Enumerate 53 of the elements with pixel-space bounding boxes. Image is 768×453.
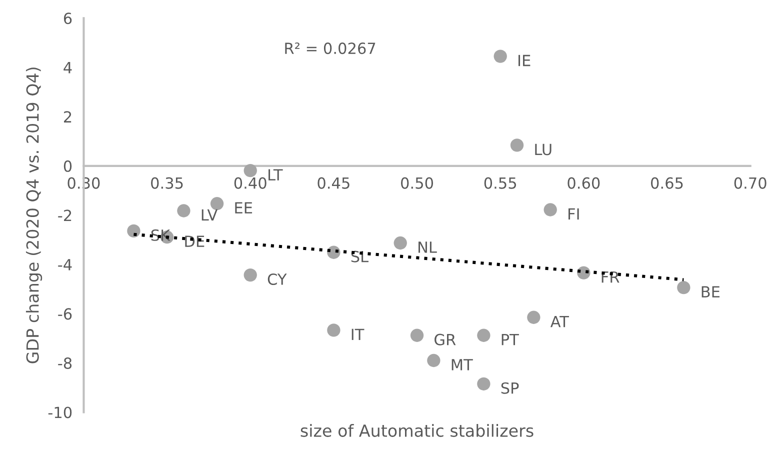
x-tick-label: 0.65 <box>651 177 683 189</box>
point <box>327 324 340 337</box>
y-tick-label: -4 <box>58 259 72 270</box>
annotation: DE <box>185 236 204 247</box>
point <box>510 138 524 152</box>
annotation: IE <box>518 54 530 66</box>
x-tick-label: 0.40 <box>234 177 266 189</box>
x-tick-label: 0.35 <box>151 177 183 189</box>
annotation: PT <box>502 334 519 346</box>
annotation: MT <box>452 359 473 370</box>
annotation: GR <box>434 334 456 346</box>
point <box>427 354 440 368</box>
point <box>244 164 257 178</box>
annotation: LT <box>268 169 283 180</box>
y-tick-label: -8 <box>58 357 72 369</box>
annotation: CY <box>268 273 287 286</box>
y-tick-label: -2 <box>58 210 72 221</box>
x-axis-title: size of Automatic stabilizers <box>300 424 534 437</box>
annotation: IT <box>352 328 364 340</box>
annotation: LV <box>202 209 218 221</box>
annotation: R² = 0.0267 <box>285 42 376 54</box>
annotation: LU <box>535 144 552 156</box>
x-tick-label: 0.70 <box>734 177 766 189</box>
y-tick-label: -10 <box>48 406 72 418</box>
point <box>410 328 424 342</box>
point <box>127 224 140 238</box>
x-tick-label: 0.50 <box>401 177 434 189</box>
annotation: NL <box>418 242 437 253</box>
annotation: EE <box>235 202 252 214</box>
x-tick-label: 0.45 <box>318 177 350 189</box>
annotation: AT <box>550 316 569 328</box>
annotation: FI <box>568 208 579 220</box>
x-tick-label: 0.30 <box>68 177 100 189</box>
point <box>677 281 690 294</box>
point <box>494 50 507 63</box>
annotation: BE <box>702 286 720 298</box>
point <box>244 268 257 282</box>
point <box>527 310 540 324</box>
point <box>177 204 190 218</box>
y-tick-label: 0 <box>64 160 72 172</box>
x-tick-label: 0.60 <box>568 177 600 189</box>
annotation: SP <box>501 382 519 394</box>
point <box>394 236 407 250</box>
point <box>477 328 490 342</box>
x-tick-label: 0.55 <box>484 177 516 189</box>
point <box>477 377 490 390</box>
y-tick-label: 6 <box>64 12 72 24</box>
y-axis-title: GDP change (2020 Q4 vs. 2019 Q4) <box>26 68 42 364</box>
point <box>210 197 224 210</box>
y-tick-label: -6 <box>58 308 72 320</box>
point <box>544 203 557 216</box>
y-tick-label: 2 <box>64 111 72 122</box>
y-tick-label: 4 <box>64 62 72 74</box>
